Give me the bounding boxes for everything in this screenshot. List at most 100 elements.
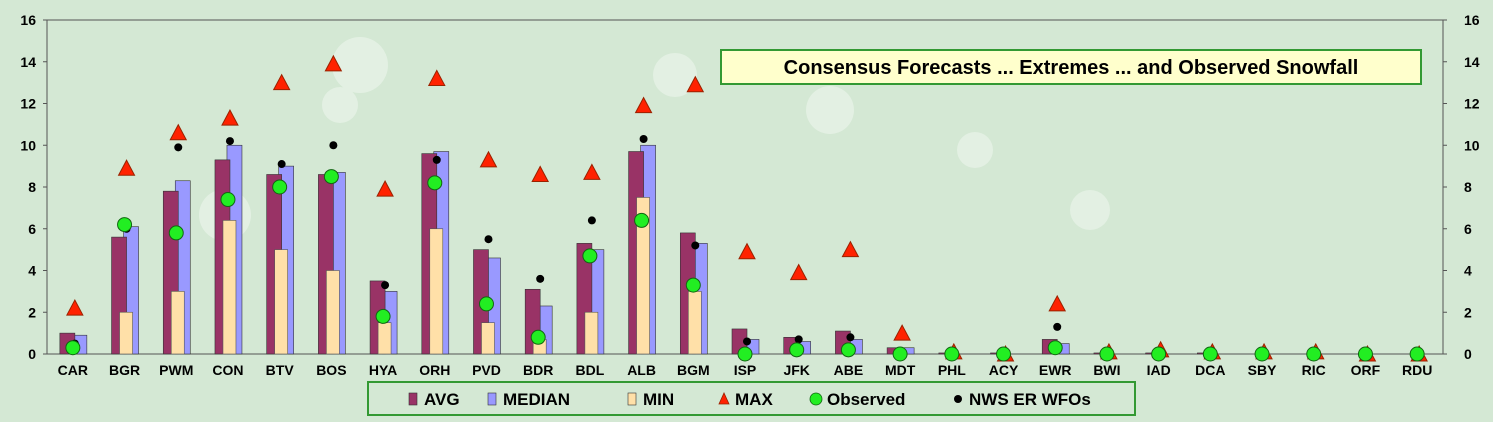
y-tick-label-left: 10 [20,137,36,153]
max-triangle [272,73,291,91]
nws-wfo-dot [1053,322,1062,331]
nws-wfo-dot [381,281,390,290]
min-bar [377,322,392,355]
y-tick-label-right: 6 [1464,221,1472,237]
x-tick-label: ISP [734,362,757,378]
observed-circle [1254,346,1270,362]
y-axis-left: 0 2 4 6 8 10 12 14 16 [20,12,47,362]
legend-swatch-median [487,392,497,406]
y-tick-label-right: 12 [1464,96,1480,112]
legend-label: Observed [827,390,905,409]
y-tick-label-left: 6 [28,221,36,237]
observed-circle [220,192,236,208]
observed-circle [685,277,701,293]
x-tick-label: SBY [1248,362,1277,378]
observed-circle [168,225,184,241]
y-tick-label-right: 14 [1464,54,1480,70]
y-tick-label-right: 2 [1464,304,1472,320]
min-bar [584,311,599,355]
x-tick-label: MDT [885,362,916,378]
max-triangle [376,180,394,197]
max-triangle [841,240,860,258]
x-tick-label: ORH [419,362,450,378]
observed-circle [944,346,960,362]
x-tick-label: BOS [316,362,346,378]
y-tick-label-left: 16 [20,12,36,28]
max-triangle [427,69,446,86]
x-tick-label: ACY [989,362,1019,378]
observed-circle [892,346,908,362]
legend-label: MIN [643,390,674,409]
x-tick-label: PHL [938,362,966,378]
observed-circle [478,296,494,312]
observed-circle [323,169,339,185]
legend-label: AVG [424,390,460,409]
legend-swatch-min [627,392,637,406]
observed-circle [272,179,288,195]
observed-circle [1357,346,1373,362]
max-triangle [169,123,188,141]
x-tick-label: BGM [677,362,710,378]
max-triangle [324,54,343,72]
x-tick-label: CAR [58,362,88,378]
max-triangle [117,159,136,176]
x-tick-label: JFK [783,362,809,378]
max-triangle [1048,294,1067,312]
nws-wfo-dot [846,333,855,342]
nws-wfo-dot [743,337,751,346]
x-tick-label: BDL [575,362,604,378]
max-triangle [634,96,653,114]
nws-wfo-dot [432,155,441,164]
max-triangle [479,150,498,168]
x-tick-label: ORF [1351,362,1381,378]
legend-swatch-nws-wfos [954,395,962,403]
observed-circle [1047,340,1063,356]
nws-wfo-dot [277,160,286,169]
observed-circle [65,340,81,356]
max-triangle [531,165,550,182]
observed-circle [737,346,753,362]
nws-wfo-dot [587,216,596,225]
min-bar [429,228,444,355]
y-tick-label-right: 16 [1464,12,1480,28]
nws-wfo-dot [794,335,803,344]
nws-wfo-dot [329,141,338,150]
observed-circle [1202,346,1218,362]
min-bar [170,291,185,355]
x-tick-label: CON [212,362,243,378]
x-tick-label: EWR [1039,362,1072,378]
observed-circle [1409,346,1425,362]
x-tick-label: BTV [266,362,295,378]
y-tick-label-left: 14 [20,54,36,70]
x-tick-label: ABE [834,362,864,378]
observed-circle [582,248,598,264]
min-bar [481,322,495,355]
min-bar [636,197,650,355]
legend-swatch-avg [408,392,418,406]
nws-wfo-dot [536,274,545,283]
observed-circle [530,329,546,345]
x-tick-label: BDR [523,362,553,378]
nws-wfo-dot [174,143,183,152]
y-tick-label-right: 10 [1464,137,1480,153]
y-tick-label-right: 4 [1464,263,1472,279]
legend-label: MEDIAN [503,390,570,409]
max-triangle [789,263,808,281]
min-bar [222,220,237,355]
x-tick-label: DCA [1195,362,1225,378]
x-tick-label: IAD [1147,362,1171,378]
observed-circle [789,342,805,358]
x-tick-label: BWI [1093,362,1120,378]
x-axis-labels: CAR BGR PWM CON BTV BOS HYA ORH PVD BDR BDL ALB BGM I… [58,362,1433,378]
y-tick-label-right: 0 [1464,346,1472,362]
y-tick-label-left: 8 [28,179,36,195]
markers-layer [65,54,1428,362]
y-tick-label-left: 0 [28,346,36,362]
legend-swatch-max [718,392,730,405]
max-triangle [738,242,756,260]
observed-circle [375,308,391,324]
min-bar [687,291,702,355]
legend-label: MAX [735,390,773,409]
